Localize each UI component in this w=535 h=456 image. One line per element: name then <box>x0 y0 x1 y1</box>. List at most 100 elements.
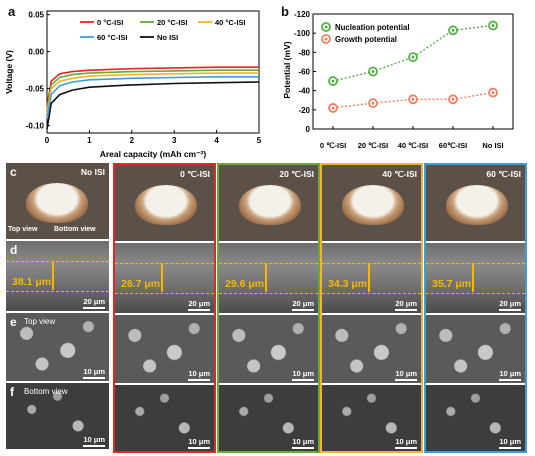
bottom-view-image: 10 μm f Bottom view <box>6 383 109 449</box>
scale-line <box>395 447 417 449</box>
scale-line <box>499 309 521 311</box>
layer-boundary <box>426 293 525 294</box>
scale-line <box>292 309 314 311</box>
scale-bar: 10 μm <box>83 367 105 379</box>
x-tick-label: 3 <box>172 136 177 145</box>
scale-line <box>499 379 521 381</box>
scale-line <box>188 309 210 311</box>
scale-bar: 10 μm <box>188 369 210 381</box>
layer-boundary <box>6 291 109 292</box>
thickness-arrow <box>368 264 370 292</box>
y-tick-label: 0.05 <box>28 11 44 20</box>
thickness-arrow <box>472 264 474 292</box>
y-tick-label: -60 <box>298 68 310 77</box>
y-tick-label: 0.00 <box>28 48 44 57</box>
scale-bar: 10 μm <box>188 437 210 449</box>
scale-label: 10 μm <box>499 369 521 378</box>
bottom-view-image: 10 μm <box>322 385 421 451</box>
cross-section-image: 29.6 μm 20 μm <box>219 243 318 313</box>
thickness-value: 29.6 μm <box>225 278 265 290</box>
micrograph-column: No ISI Top view Bottom view c 38.1 μm 20 μm d 1… <box>6 163 109 453</box>
scale-line <box>395 379 417 381</box>
micrograph-column: 20 ℃-ISI 29.6 μm 20 μm 10 μm 10 μm <box>217 163 320 453</box>
legend-label: 20 °C-ISI <box>157 18 188 27</box>
x-tick-label: 4 <box>214 136 219 145</box>
top-view-image: 10 μm <box>115 315 214 383</box>
panel-label-e: e <box>10 315 17 329</box>
series-line <box>46 69 259 111</box>
y-tick-label: -0.05 <box>26 85 45 94</box>
scale-line <box>292 379 314 381</box>
data-point-center <box>411 97 415 101</box>
panel-label-c: c <box>10 165 17 179</box>
scale-bar: 10 μm <box>83 435 105 447</box>
scale-bar: 10 μm <box>395 437 417 449</box>
legend-label: No ISI <box>157 33 178 42</box>
series-line <box>46 76 259 119</box>
layer-boundary <box>322 263 421 264</box>
y-tick-label: -40 <box>298 87 310 96</box>
legend-swatch-center <box>324 25 328 29</box>
top-view-image: 10 μm e Top view <box>6 313 109 381</box>
y-tick-label: 0 <box>306 125 311 134</box>
scale-line <box>292 447 314 449</box>
thickness-value: 34.3 μm <box>328 278 368 290</box>
legend-label: Growth potential <box>335 35 397 44</box>
cross-section-image: 26.7 μm 20 μm <box>115 243 214 313</box>
x-tick-label: 0 <box>45 136 50 145</box>
legend-swatch-center <box>324 37 328 41</box>
data-point-center <box>451 97 455 101</box>
bottom-view-image: 10 μm <box>115 385 214 451</box>
scale-bar: 20 μm <box>499 299 521 311</box>
legend-label: Nucleation potential <box>335 23 410 32</box>
electrode-photo: 40 ℃-ISI <box>322 165 421 241</box>
series-line <box>46 72 259 115</box>
series-line <box>332 24 494 82</box>
layer-boundary <box>426 263 525 264</box>
electrode-photo: 60 ℃-ISI <box>426 165 525 241</box>
scale-label: 20 μm <box>499 299 521 308</box>
electrode-image <box>26 183 88 223</box>
scale-bar: 10 μm <box>499 437 521 449</box>
electrode-photo: 20 ℃-ISI <box>219 165 318 241</box>
electrode-photo: No ISI Top view Bottom view c <box>6 163 109 239</box>
x-tick-label: 40 ℃-ISI <box>398 141 429 150</box>
bottom-view-label: Bottom view <box>54 226 96 233</box>
scale-label: 20 μm <box>395 299 417 308</box>
scale-label: 10 μm <box>188 369 210 378</box>
micrograph-column: 0 ℃-ISI 26.7 μm 20 μm 10 μm 10 μm <box>113 163 216 453</box>
scale-line <box>188 379 210 381</box>
y-axis-label: Voltage (V) <box>4 50 14 94</box>
electrode-image <box>239 185 301 225</box>
x-tick-label: 2 <box>130 136 135 145</box>
electrode-image <box>342 185 404 225</box>
top-view-row-label: Top view <box>24 317 56 326</box>
data-point-center <box>491 91 495 95</box>
x-axis-label: Areal capacity (mAh cm⁻²) <box>100 149 207 159</box>
data-point-center <box>331 79 335 83</box>
thickness-value: 38.1 μm <box>12 276 52 288</box>
micrograph-column: 40 ℃-ISI 34.3 μm 20 μm 10 μm 10 μm <box>320 163 423 453</box>
panel-label-b: b <box>281 4 289 19</box>
scale-bar: 20 μm <box>83 297 105 309</box>
top-view-label: Top view <box>8 226 38 233</box>
x-tick-label: 60℃-ISI <box>439 141 467 150</box>
layer-boundary <box>219 263 318 264</box>
electrode-photo: 0 ℃-ISI <box>115 165 214 241</box>
thickness-arrow <box>161 264 163 292</box>
legend-label: 0 °C-ISI <box>97 18 123 27</box>
top-view-image: 10 μm <box>322 315 421 383</box>
series-line <box>46 66 259 108</box>
plot-frame <box>46 10 260 134</box>
column-label: 60 ℃-ISI <box>486 169 521 179</box>
data-point-center <box>371 70 375 73</box>
y-tick-label: -0.10 <box>26 122 45 131</box>
series-line <box>46 81 260 130</box>
scale-label: 20 μm <box>292 299 314 308</box>
data-point-center <box>451 28 455 32</box>
bottom-view-image: 10 μm <box>426 385 525 451</box>
scale-line <box>83 377 105 379</box>
potential-chart: 0 -20 -40 -60 -80 -100 -120 0 ℃-ISI 20 ℃-ISI 40 ℃… <box>282 10 514 150</box>
scale-bar: 20 μm <box>188 299 210 311</box>
voltage-chart: 0 1 2 3 4 5 -0.10 -0.05 0.00 0.05 0 °C-ISI 20 °C-I… <box>4 10 262 159</box>
